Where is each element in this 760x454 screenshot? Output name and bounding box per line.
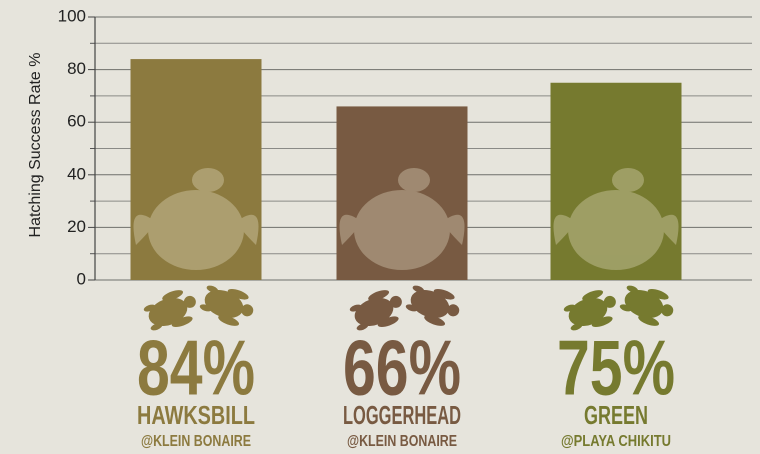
turtle — [199, 285, 254, 326]
category-label: LOGGERHEAD — [343, 400, 461, 430]
turtle-head — [183, 295, 196, 308]
y-tick-label: 20 — [67, 217, 86, 236]
location-label: @KLEIN BONAIRE — [347, 433, 457, 450]
hatchling-icon — [339, 168, 465, 270]
turtle-flipper — [206, 285, 219, 293]
turtle-flipper — [218, 315, 240, 326]
y-tick-label: 80 — [67, 59, 86, 78]
turtle-shell — [354, 297, 394, 327]
flipper — [133, 214, 156, 245]
turtle-flipper — [412, 285, 425, 293]
bar — [130, 59, 262, 280]
category-label: HAWKSBILL — [137, 400, 255, 430]
turtle — [405, 285, 460, 326]
egg — [148, 190, 244, 270]
egg — [568, 190, 664, 270]
turtle-flipper — [349, 304, 362, 312]
turtle-flipper — [150, 323, 163, 331]
location-label: @PLAYA CHIKITU — [561, 433, 671, 450]
turtle — [563, 290, 616, 331]
turtle-flipper — [582, 290, 604, 301]
turtle-flipper — [162, 290, 184, 301]
turtle-flipper — [377, 316, 399, 328]
y-tick-label: 40 — [67, 164, 86, 183]
turtle — [143, 290, 196, 331]
head — [398, 168, 430, 192]
turtle-head — [447, 304, 460, 317]
y-tick-label: 100 — [58, 6, 86, 25]
y-tick-label: 60 — [67, 112, 86, 131]
turtle-flipper — [433, 288, 455, 300]
value-label: 66% — [343, 324, 461, 412]
turtle-flipper — [368, 290, 390, 301]
bar — [550, 82, 682, 280]
bar — [336, 106, 468, 280]
flipper — [553, 214, 576, 245]
turtle-icons — [349, 285, 460, 331]
turtle-shell — [568, 297, 608, 327]
turtle-flipper — [570, 323, 583, 331]
y-tick-label: 0 — [77, 269, 86, 288]
hatchling-icon — [133, 168, 259, 270]
turtle-shell — [148, 297, 188, 327]
turtle-shell — [410, 289, 450, 319]
turtle-flipper — [143, 304, 156, 312]
turtle-flipper — [563, 304, 576, 312]
turtle-head — [661, 304, 674, 317]
turtle-flipper — [424, 315, 446, 326]
shell — [367, 192, 437, 217]
head — [192, 168, 224, 192]
turtle-flipper — [591, 316, 613, 328]
turtle-flipper — [171, 316, 193, 328]
turtle-flipper — [356, 323, 369, 331]
value-label: 75% — [557, 324, 675, 412]
turtle — [619, 285, 674, 326]
category-label: GREEN — [584, 400, 648, 430]
turtle-flipper — [199, 304, 212, 312]
flipper — [339, 214, 362, 245]
turtle-shell — [204, 289, 244, 319]
turtle-icons — [143, 285, 254, 331]
egg — [354, 190, 450, 270]
turtle-flipper — [405, 304, 418, 312]
turtle — [349, 290, 402, 331]
turtle-flipper — [638, 315, 660, 326]
turtle-head — [241, 304, 254, 317]
turtle-shell — [624, 289, 664, 319]
turtle-icons — [563, 285, 674, 331]
head — [612, 168, 644, 192]
flipper — [656, 214, 679, 245]
value-label: 84% — [137, 324, 255, 412]
location-label: @KLEIN BONAIRE — [141, 433, 251, 450]
turtle-flipper — [227, 288, 249, 300]
turtle-flipper — [619, 304, 632, 312]
turtle-head — [389, 295, 402, 308]
turtle-flipper — [626, 285, 639, 293]
turtle-head — [603, 295, 616, 308]
shell — [581, 192, 651, 217]
turtle-flipper — [647, 288, 669, 300]
flipper — [236, 214, 259, 245]
shell — [161, 192, 231, 217]
y-axis-label: Hatching Success Rate % — [27, 53, 44, 238]
hatchling-icon — [553, 168, 679, 270]
flipper — [442, 214, 465, 245]
